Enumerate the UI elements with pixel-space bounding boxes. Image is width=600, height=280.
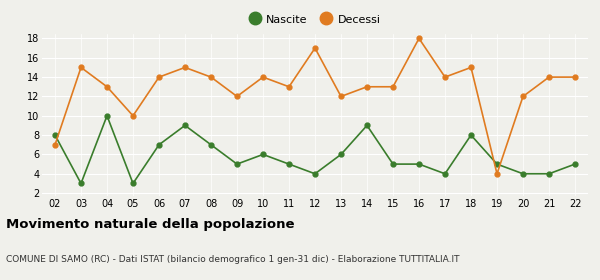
Decessi	[493, 172, 500, 176]
Decessi	[571, 75, 578, 79]
Nascite	[389, 162, 397, 166]
Decessi	[545, 75, 553, 79]
Nascite	[181, 124, 188, 127]
Nascite	[364, 124, 371, 127]
Nascite	[52, 134, 59, 137]
Line: Decessi: Decessi	[53, 36, 577, 176]
Nascite	[571, 162, 578, 166]
Text: Movimento naturale della popolazione: Movimento naturale della popolazione	[6, 218, 295, 231]
Nascite	[155, 143, 163, 146]
Line: Nascite: Nascite	[53, 113, 577, 186]
Nascite	[520, 172, 527, 176]
Nascite	[442, 172, 449, 176]
Decessi	[337, 95, 344, 98]
Nascite	[545, 172, 553, 176]
Decessi	[311, 46, 319, 50]
Decessi	[467, 66, 475, 69]
Nascite	[493, 162, 500, 166]
Decessi	[233, 95, 241, 98]
Decessi	[520, 95, 527, 98]
Nascite	[467, 134, 475, 137]
Decessi	[181, 66, 188, 69]
Nascite	[103, 114, 110, 117]
Nascite	[415, 162, 422, 166]
Legend: Nascite, Decessi: Nascite, Decessi	[250, 14, 380, 25]
Decessi	[155, 75, 163, 79]
Nascite	[208, 143, 215, 146]
Text: COMUNE DI SAMO (RC) - Dati ISTAT (bilancio demografico 1 gen-31 dic) - Elaborazi: COMUNE DI SAMO (RC) - Dati ISTAT (bilanc…	[6, 255, 460, 264]
Decessi	[364, 85, 371, 88]
Decessi	[77, 66, 85, 69]
Nascite	[233, 162, 241, 166]
Decessi	[415, 37, 422, 40]
Nascite	[259, 153, 266, 156]
Decessi	[259, 75, 266, 79]
Decessi	[286, 85, 293, 88]
Nascite	[311, 172, 319, 176]
Decessi	[389, 85, 397, 88]
Decessi	[442, 75, 449, 79]
Decessi	[208, 75, 215, 79]
Decessi	[52, 143, 59, 146]
Decessi	[103, 85, 110, 88]
Nascite	[77, 182, 85, 185]
Decessi	[130, 114, 137, 117]
Nascite	[337, 153, 344, 156]
Nascite	[286, 162, 293, 166]
Nascite	[130, 182, 137, 185]
